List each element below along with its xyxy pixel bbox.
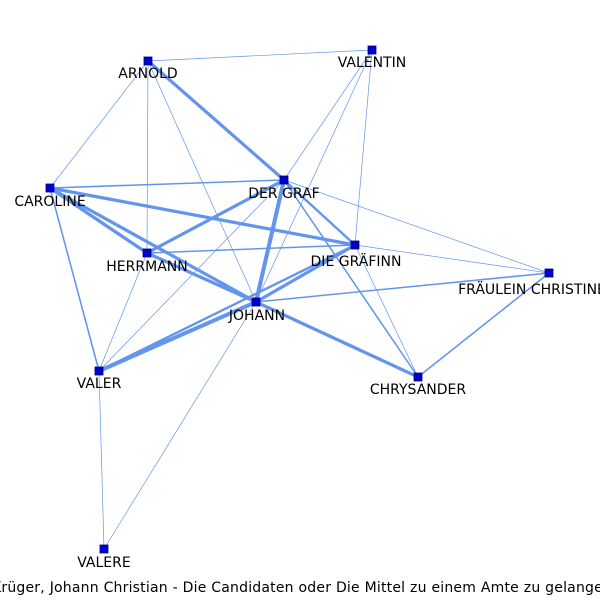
edge-der-graf-caroline: [49, 179, 285, 189]
node-caroline[interactable]: [45, 183, 55, 193]
node-valentin[interactable]: [367, 45, 377, 55]
node-herrmann[interactable]: [142, 248, 152, 258]
edge-valentin-johann: [255, 49, 373, 303]
node-arnold[interactable]: [143, 56, 153, 66]
node-die-graefinn[interactable]: [350, 240, 360, 250]
edge-arnold-caroline: [49, 60, 149, 189]
node-label-herrmann: HERRMANN: [106, 259, 187, 275]
edge-der-graf-chrysander: [283, 179, 419, 378]
edge-die-graefinn-fraeulein-christine: [354, 244, 550, 274]
edge-caroline-die-graefinn: [48, 186, 357, 247]
edge-caroline-herrmann: [48, 186, 149, 255]
node-label-caroline: CAROLINE: [14, 194, 85, 210]
edge-johann-valer: [96, 299, 259, 374]
edge-caroline-johann: [48, 186, 258, 304]
edge-herrmann-johann: [145, 251, 258, 304]
node-label-fraeulein-christine: FRÄULEIN CHRISTINE: [458, 280, 600, 298]
edge-valentin-die-graefinn: [354, 49, 373, 246]
node-valere[interactable]: [99, 544, 109, 554]
node-johann[interactable]: [251, 297, 261, 307]
edge-valer-valere: [98, 370, 105, 550]
node-label-die-graefinn: DIE GRÄFINN: [311, 252, 402, 270]
edge-johann-valere: [103, 301, 257, 550]
edge-arnold-valentin: [147, 49, 373, 62]
node-der-graf[interactable]: [279, 175, 289, 185]
edge-der-graf-valer: [98, 179, 285, 372]
edge-der-graf-johann: [253, 177, 287, 305]
edge-arnold-johann: [147, 60, 257, 303]
node-label-valer: VALER: [77, 376, 122, 392]
edge-herrmann-valer: [98, 252, 148, 372]
node-label-valentin: VALENTIN: [338, 55, 407, 71]
node-label-der-graf: DER GRAF: [248, 186, 319, 202]
node-label-valere: VALERE: [77, 555, 130, 571]
network-caption: Krüger, Johann Christian - Die Candidate…: [0, 580, 600, 596]
edge-johann-fraeulein-christine: [255, 272, 550, 303]
edge-der-graf-die-graefinn: [282, 178, 357, 247]
edge-chrysander-fraeulein-christine: [417, 272, 550, 378]
node-valer[interactable]: [94, 366, 104, 376]
edge-arnold-der-graf: [146, 59, 286, 182]
edge-valentin-der-graf: [283, 49, 373, 181]
node-layer: [45, 45, 554, 554]
edge-der-graf-fraeulein-christine: [283, 179, 550, 274]
edge-johann-chrysander: [254, 300, 420, 379]
label-layer: ARNOLD VALENTIN DER GRAF CAROLINE DIE GRÄFIN…: [14, 55, 600, 571]
edge-arnold-herrmann: [146, 60, 149, 254]
edge-die-graefinn-johann: [254, 243, 357, 304]
edge-der-graf-herrmann: [145, 178, 286, 255]
node-label-johann: JOHANN: [228, 308, 285, 324]
edge-layer: [48, 49, 550, 550]
node-label-chrysander: CHRYSANDER: [370, 382, 467, 398]
node-fraeulein-christine[interactable]: [544, 268, 554, 278]
edge-die-graefinn-valer: [97, 243, 357, 373]
edge-herrmann-die-graefinn: [146, 244, 356, 254]
node-label-arnold: ARNOLD: [118, 66, 177, 82]
node-chrysander[interactable]: [413, 372, 423, 382]
edge-die-graefinn-chrysander: [354, 244, 419, 378]
edge-caroline-valer: [49, 187, 100, 372]
